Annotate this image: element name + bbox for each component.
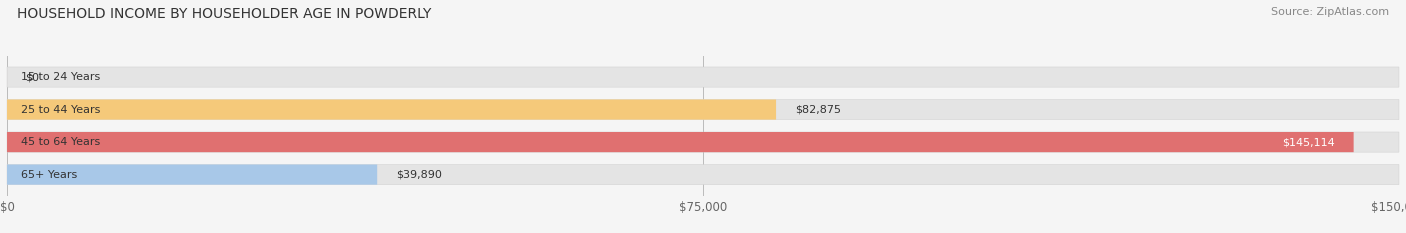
Text: $145,114: $145,114 — [1282, 137, 1336, 147]
Text: 65+ Years: 65+ Years — [21, 170, 77, 180]
Text: $39,890: $39,890 — [395, 170, 441, 180]
Text: 25 to 44 Years: 25 to 44 Years — [21, 105, 100, 115]
Text: $0: $0 — [25, 72, 39, 82]
FancyBboxPatch shape — [7, 99, 1399, 120]
FancyBboxPatch shape — [7, 164, 1399, 185]
Text: $82,875: $82,875 — [794, 105, 841, 115]
FancyBboxPatch shape — [7, 99, 776, 120]
Text: 45 to 64 Years: 45 to 64 Years — [21, 137, 100, 147]
FancyBboxPatch shape — [7, 132, 1354, 152]
Text: 15 to 24 Years: 15 to 24 Years — [21, 72, 100, 82]
Text: HOUSEHOLD INCOME BY HOUSEHOLDER AGE IN POWDERLY: HOUSEHOLD INCOME BY HOUSEHOLDER AGE IN P… — [17, 7, 432, 21]
FancyBboxPatch shape — [7, 132, 1399, 152]
FancyBboxPatch shape — [7, 164, 377, 185]
Text: Source: ZipAtlas.com: Source: ZipAtlas.com — [1271, 7, 1389, 17]
FancyBboxPatch shape — [7, 67, 1399, 87]
